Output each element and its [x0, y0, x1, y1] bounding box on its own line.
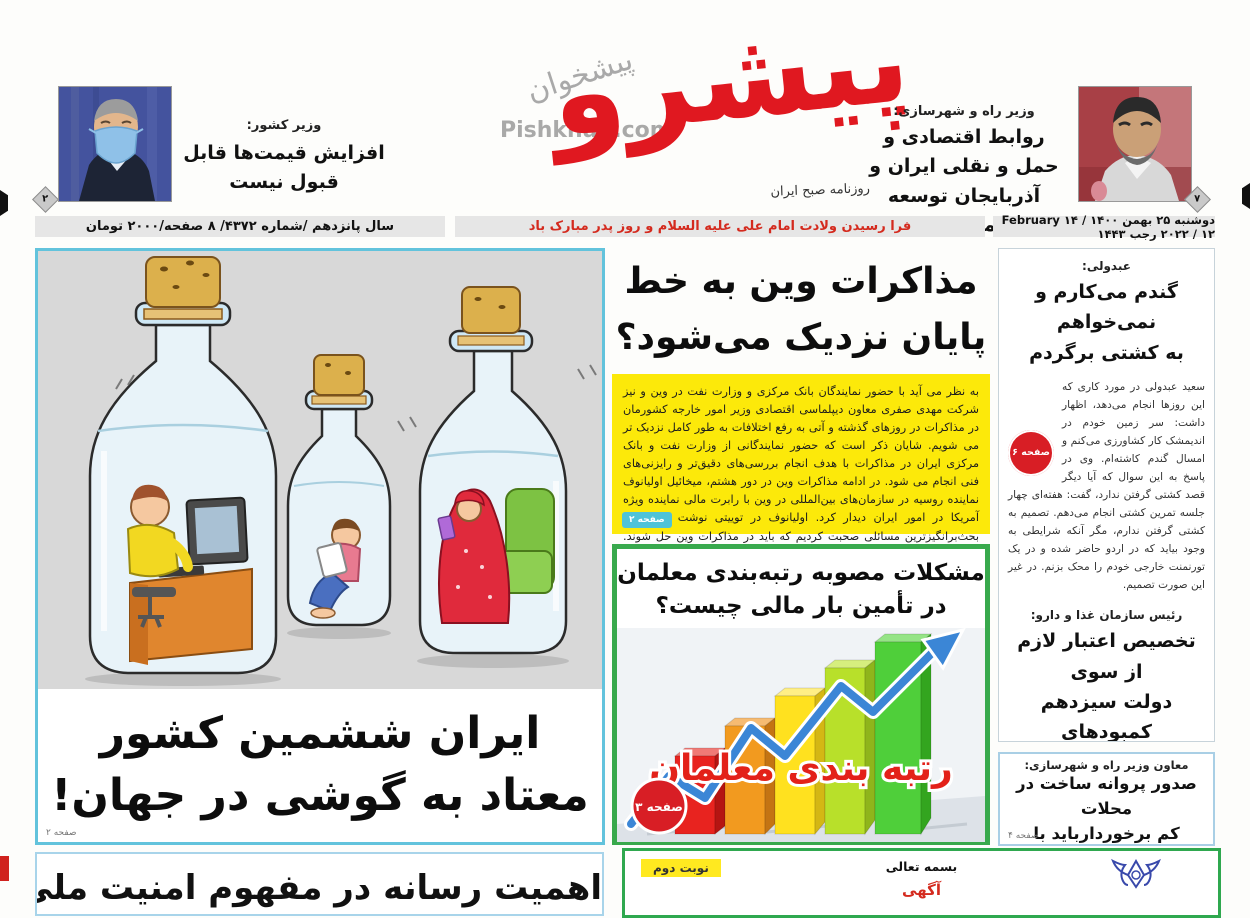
right-page-badge-number: ۷ [1194, 193, 1201, 205]
article1-page-ref: صفحه ۶ [1008, 430, 1054, 477]
article1-headline: گندم می‌کارم و نمی‌خواهم به کشتی برگردم [1008, 277, 1205, 368]
teachers-image-caption: رتبه بندی معلمان [649, 748, 953, 789]
masthead: پیشخوان Pishkhan.com پیشرو روزنامه صبح ا… [440, 0, 916, 212]
notice-badge: نوبت دوم [641, 859, 721, 877]
cartoon-page-ref: صفحه ۲ [46, 828, 77, 838]
right-teaser-headline-1: روابط اقتصادی و [883, 126, 1045, 148]
interior-minister-photo [58, 86, 172, 202]
left-page-badge-number: ۲ [42, 193, 49, 205]
article3-headline-1: صدور پروانه ساخت در محلات [1016, 774, 1197, 818]
teachers-story-box: مشکلات مصوبه رتبه‌بندی معلمان در تأمین ب… [612, 544, 990, 845]
right-edge-mark [1242, 183, 1250, 209]
teachers-headline-2: در تأمین بار مالی چیست؟ [655, 593, 947, 620]
cartoon-headline-1: ایران ششمین کشور [99, 708, 541, 759]
bottom-left-partial-headline: اهمیت رسانه در مفهوم امنیت ملی کشورهای ع… [37, 868, 602, 908]
portrait-left-illustration [59, 87, 171, 201]
article1-kicker: عبدولی: [1082, 259, 1131, 273]
cartoon-headline-2: معتاد به گوشی در جهان! [51, 770, 589, 822]
article2-headline-1: تخصیص اعتبار لازم از سوی [1017, 630, 1196, 683]
article1-body-text: سعید عبدولی در مورد کاری که این روزها ان… [1008, 381, 1205, 592]
left-teaser-kicker: وزیر کشور: [246, 118, 322, 133]
bottom-right-notice-box: نوبت دوم بسمه تعالی آگهی [622, 848, 1221, 918]
left-teaser-headline-2: قبول نیست [229, 171, 339, 194]
teachers-headline: مشکلات مصوبه رتبه‌بندی معلمان در تأمین ب… [617, 557, 985, 624]
article2-headline: تخصیص اعتبار لازم از سوی دولت سیزدهم کمب… [1008, 626, 1205, 742]
edition-bar: سال پانزدهم /شماره ۴۳۷۲/ ۸ صفحه/۲۰۰۰ توم… [35, 216, 445, 237]
teachers-headline-1: مشکلات مصوبه رتبه‌بندی معلمان [617, 560, 985, 586]
left-teaser: وزیر کشور: افزایش قیمت‌ها قابل قبول نیست [178, 118, 390, 198]
right-teaser-kicker: وزیر راه و شهرسازی: [893, 104, 1035, 119]
portrait-right-illustration [1079, 87, 1191, 201]
bottom-left-red-mark [0, 856, 9, 881]
date-bar: دوشنبه ۲۵ بهمن ۱۴۰۰ / ۱۴ February ۲۰۲۲ /… [993, 213, 1215, 241]
lead-summary-highlight: به نظر می آید با حضور نمایندگان بانک مرک… [612, 374, 990, 597]
bottom-left-story-box: اهمیت رسانه در مفهوم امنیت ملی کشورهای ع… [35, 852, 604, 916]
lead-headline-1: مذاکرات وین به خط [624, 261, 978, 302]
article2-headline-2: دولت سیزدهم کمبودهای [1040, 690, 1173, 742]
besmele-text: بسمه تعالی [885, 859, 958, 874]
right-column-box: عبدولی: گندم می‌کارم و نمی‌خواهم به کشتی… [998, 248, 1215, 742]
masthead-tagline: روزنامه صبح ایران [770, 181, 871, 200]
lead-headline-2: پایان نزدیک می‌شود؟ [615, 316, 987, 358]
lead-page-ref: صفحه ۲ [622, 511, 672, 528]
article1-headline-1: گندم می‌کارم و نمی‌خواهم [1035, 281, 1178, 334]
article1-headline-2: به کشتی برگردم [1029, 341, 1184, 364]
left-edge-mark [0, 190, 8, 216]
cartoon-story-box: ایران ششمین کشور معتاد به گوشی در جهان! … [35, 248, 605, 845]
bottles-cartoon-illustration [38, 251, 602, 689]
right-bottom-box: معاون وزیر راه و شهرسازی: صدور پروانه سا… [998, 752, 1215, 892]
right-teaser-headline-2: حمل و نقلی ایران و [869, 155, 1059, 178]
article2-kicker: رئیس سازمان غذا و دارو: [1030, 608, 1183, 623]
left-page-badge: ۲ [32, 186, 59, 213]
article3-page-ref: صفحه ۴ [1008, 831, 1039, 841]
teachers-ranking-clipart: رتبه بندی معلمان صفحه ۳ [617, 627, 985, 842]
cartoon-headline: ایران ششمین کشور معتاد به گوشی در جهان! [38, 703, 602, 828]
teachers-page-ref: صفحه ۳ [635, 800, 683, 814]
notice-partial-red-text: آگهی [902, 881, 941, 899]
article3-kicker: معاون وزیر راه و شهرسازی: [1024, 758, 1189, 772]
article1-body: صفحه ۶ سعید عبدولی در مورد کاری که این ر… [1008, 378, 1205, 594]
watermark-pishkhan-com: Pishkhan.com [500, 118, 673, 143]
roads-minister-photo [1078, 86, 1192, 202]
lead-headline: مذاکرات وین به خط پایان نزدیک می‌شود؟ [612, 254, 990, 366]
occasion-bar: فرا رسیدن ولادت امام علی علیه السلام و ر… [455, 216, 985, 237]
left-teaser-headline-1: افزایش قیمت‌ها قابل [183, 142, 385, 164]
